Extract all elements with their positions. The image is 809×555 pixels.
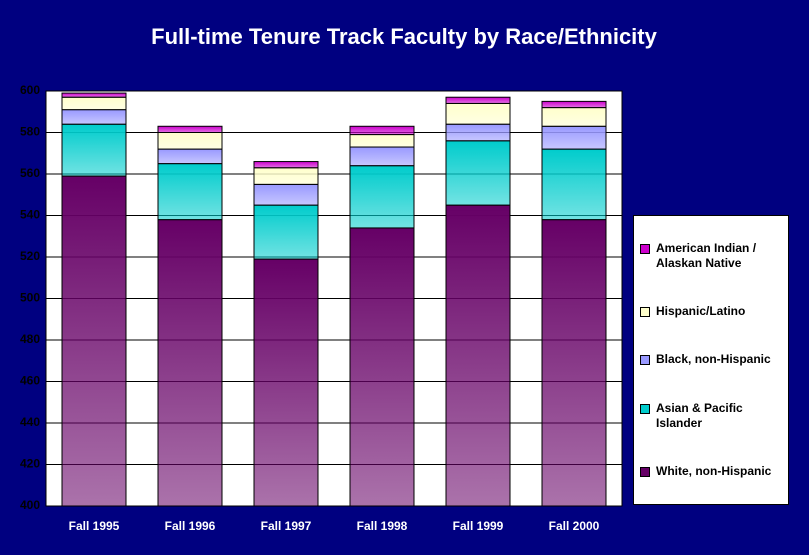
y-tick-label: 440	[20, 415, 40, 429]
legend-label: Black, non-Hispanic	[656, 352, 771, 367]
legend-label: White, non-Hispanic	[656, 464, 772, 479]
bar-segment	[61, 92, 127, 98]
legend-swatch	[640, 355, 650, 366]
chart-title: Full-time Tenure Track Faculty by Race/E…	[151, 24, 657, 49]
bar-segment	[349, 146, 415, 167]
bar-segment	[445, 102, 511, 125]
legend-swatch	[640, 403, 650, 414]
bar-segment	[253, 204, 319, 260]
bar-segment	[541, 100, 607, 109]
y-tick-label: 560	[20, 166, 40, 180]
x-tick-label: Fall 2000	[549, 519, 600, 533]
y-tick-label: 420	[20, 457, 40, 471]
bar-segment	[157, 125, 223, 134]
y-tick-label: 460	[20, 374, 40, 388]
bar-segment	[253, 183, 319, 206]
bar-segment	[157, 219, 223, 507]
bar-segment	[541, 219, 607, 507]
x-tick-label: Fall 1997	[261, 519, 312, 533]
legend-item: White, non-Hispanic	[640, 464, 782, 479]
legend-swatch	[640, 467, 650, 478]
bar-segment	[349, 227, 415, 507]
y-tick-label: 480	[20, 332, 40, 346]
bar-segment	[157, 163, 223, 221]
bar-segment	[253, 258, 319, 507]
y-tick-label: 540	[20, 208, 40, 222]
legend-label: American Indian / Alaskan Native	[656, 240, 757, 270]
bar-segment	[349, 134, 415, 148]
x-tick-label: Fall 1995	[69, 519, 120, 533]
bar-segment	[61, 109, 127, 125]
bar-segment	[445, 123, 511, 142]
bar-segment	[445, 140, 511, 206]
legend-item: Hispanic/Latino	[640, 304, 782, 319]
bar-segment	[445, 204, 511, 507]
y-tick-label: 600	[20, 83, 40, 97]
y-tick-label: 520	[20, 249, 40, 263]
bar-segment	[541, 148, 607, 221]
legend-label: Hispanic/Latino	[656, 304, 746, 319]
bar-segment	[157, 148, 223, 165]
bar-segment	[445, 96, 511, 104]
bar-segment	[541, 107, 607, 127]
legend-label: Asian & Pacific Islander	[656, 400, 743, 430]
x-tick-label: Fall 1999	[453, 519, 504, 533]
bar-segment	[349, 125, 415, 136]
bar-segment	[61, 123, 127, 177]
legend-item: American Indian / Alaskan Native	[640, 241, 782, 271]
y-tick-label: 400	[20, 498, 40, 512]
bar-segment	[61, 96, 127, 111]
legend-swatch	[640, 243, 650, 254]
legend-swatch	[640, 307, 650, 318]
legend-item: Asian & Pacific Islander	[640, 401, 782, 431]
x-tick-label: Fall 1996	[165, 519, 216, 533]
bar-segment	[253, 161, 319, 169]
bar-segment	[349, 165, 415, 229]
x-tick-label: Fall 1998	[357, 519, 408, 533]
bar-segment	[253, 167, 319, 185]
y-tick-label: 500	[20, 291, 40, 305]
bar-segment	[541, 125, 607, 150]
bar-segment	[61, 175, 127, 507]
y-tick-label: 580	[20, 125, 40, 139]
legend-item: Black, non-Hispanic	[640, 352, 782, 367]
bar-segment	[157, 132, 223, 150]
legend: American Indian / Alaskan Native Hispanic…	[633, 215, 789, 505]
